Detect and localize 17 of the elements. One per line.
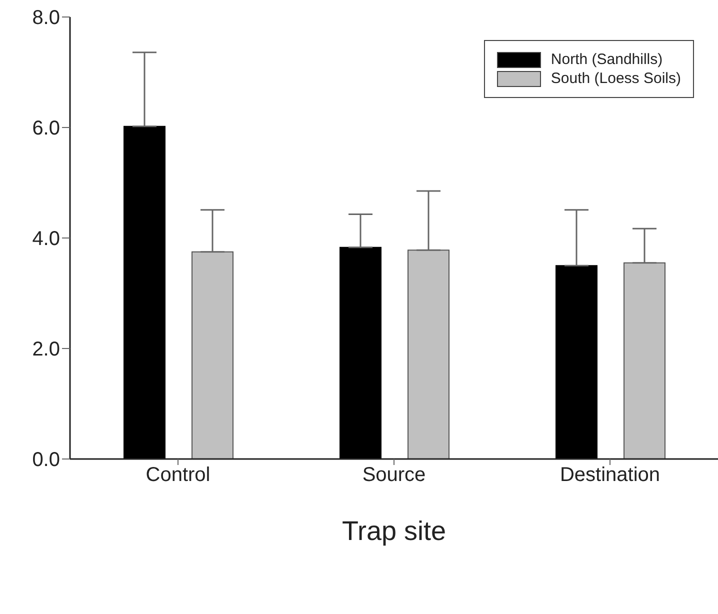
y-tick-label: 4.0 xyxy=(32,228,60,250)
x-tick-label: Control xyxy=(146,464,210,486)
bar xyxy=(192,251,234,459)
bar xyxy=(124,126,166,459)
y-tick-label: 0.0 xyxy=(32,449,60,472)
bar xyxy=(556,265,598,459)
x-axis-title: Trap site xyxy=(342,516,446,546)
bar xyxy=(340,246,382,459)
y-tick-label: 6.0 xyxy=(32,118,60,140)
y-tick-label: 2.0 xyxy=(32,338,60,361)
legend-label: South (Loess Soils) xyxy=(550,70,681,87)
bar xyxy=(624,262,666,459)
bar xyxy=(408,250,450,459)
legend-label: North (Sandhills) xyxy=(550,51,663,68)
x-tick-label: Source xyxy=(362,464,426,486)
x-tick-label: Destination xyxy=(560,464,660,486)
y-tick-label: 8.0 xyxy=(32,7,60,30)
